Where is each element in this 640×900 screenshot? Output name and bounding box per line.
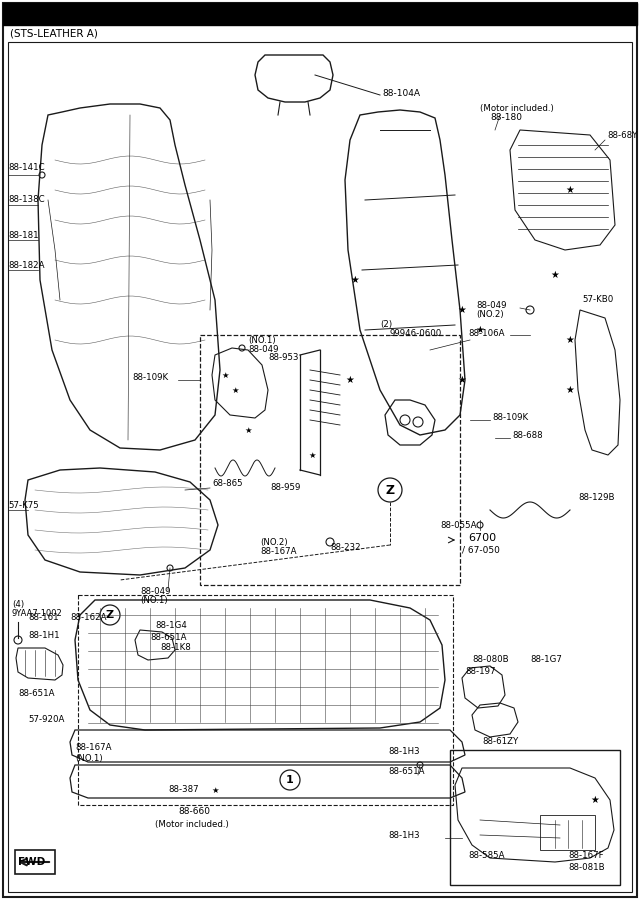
Text: 57-KB0: 57-KB0 [582,295,613,304]
Text: ★: ★ [476,325,484,335]
Text: 88-1G7: 88-1G7 [530,655,562,664]
Text: ★: ★ [566,335,574,345]
Text: (Motor included.): (Motor included.) [480,104,554,112]
Text: 57-920A: 57-920A [28,716,65,724]
Text: ★: ★ [211,786,219,795]
Text: 88-959: 88-959 [270,483,300,492]
Text: (2): (2) [380,320,392,328]
Text: DRIVER SIDE: DRIVER SIDE [10,7,109,21]
Text: 88-081B: 88-081B [568,863,605,872]
Text: 88-141C: 88-141C [8,164,45,173]
Text: 88-167F: 88-167F [568,850,604,860]
Text: 88-167A: 88-167A [260,547,296,556]
Bar [78,595,453,805]
Text: ★: ★ [566,185,574,195]
Text: 88-1K8: 88-1K8 [160,644,191,652]
Text: 88-106A: 88-106A [468,328,504,338]
Text: 88-181: 88-181 [8,231,38,240]
Text: 88-162A: 88-162A [70,614,106,623]
Text: 88-1H3: 88-1H3 [388,831,420,840]
Text: ★: ★ [308,451,316,460]
Text: 88-109K: 88-109K [132,374,168,382]
Text: 88-182A: 88-182A [8,262,45,271]
Text: 6700: 6700 [468,533,496,543]
Text: ★: ★ [591,795,600,805]
Text: 88-660: 88-660 [178,807,210,816]
Text: 88-232: 88-232 [330,544,360,553]
Text: 88-1H3: 88-1H3 [388,748,420,757]
Text: / 67-050: / 67-050 [462,545,500,554]
Text: ★: ★ [458,305,467,315]
Text: 88-055A: 88-055A [440,520,477,529]
Text: 88-197: 88-197 [465,668,495,677]
Text: (NO.2): (NO.2) [476,310,504,319]
Text: 88-049: 88-049 [140,588,170,597]
Text: 88-167A: 88-167A [75,743,111,752]
Text: 9YAA7-1002: 9YAA7-1002 [12,609,63,618]
Text: 88-161: 88-161 [28,614,59,623]
Text: FWD: FWD [18,857,45,867]
Text: 88-104A: 88-104A [382,88,420,97]
Bar [15,850,55,874]
Text: Z: Z [106,610,114,620]
Bar [200,335,460,585]
Text: (4): (4) [12,599,24,608]
Text: Z: Z [385,483,395,497]
Text: 88-61ZY: 88-61ZY [482,737,518,746]
Text: 88-049: 88-049 [248,346,278,355]
Text: 88-688: 88-688 [512,430,543,439]
Text: ★: ★ [108,7,119,21]
Text: ★: ★ [550,270,559,280]
Text: ★: ★ [566,385,574,395]
Text: (NO.1): (NO.1) [140,597,168,606]
Text: ★: ★ [351,275,360,285]
Text: 88-080B: 88-080B [472,655,509,664]
Text: 57-K75: 57-K75 [8,500,39,509]
Text: 88-1G4: 88-1G4 [155,620,187,629]
Bar [540,815,595,850]
Text: 88-049: 88-049 [476,301,506,310]
Text: (STS-LEATHER A): (STS-LEATHER A) [10,29,98,39]
Text: 88-1H1: 88-1H1 [28,631,60,640]
Bar [3,3,637,25]
Text: 99946-0600: 99946-0600 [390,329,442,338]
Text: 88-651A: 88-651A [18,689,54,698]
Text: 88-109K: 88-109K [492,413,528,422]
Bar [450,750,620,885]
Text: 88-68Y: 88-68Y [607,130,637,140]
Text: ★: ★ [231,385,239,394]
Text: (NO.1): (NO.1) [75,753,102,762]
Text: 88-138C: 88-138C [8,195,45,204]
Text: 88-651A: 88-651A [388,768,424,777]
Text: 88-585A: 88-585A [468,850,504,860]
Text: ★: ★ [244,426,252,435]
Text: 68-865: 68-865 [212,480,243,489]
Text: ★: ★ [346,375,355,385]
Text: ★: ★ [458,375,467,385]
Text: ★: ★ [221,371,228,380]
Text: 88-953: 88-953 [268,354,298,363]
Text: 88-129B: 88-129B [578,493,614,502]
Text: (NO.1): (NO.1) [248,336,276,345]
Text: 88-180: 88-180 [490,113,522,122]
Text: 1: 1 [286,775,294,785]
Text: 88-651A: 88-651A [150,633,186,642]
Text: 88-387: 88-387 [168,786,198,795]
Text: (NO.2): (NO.2) [260,537,287,546]
Text: 57-150: 57-150 [430,7,474,21]
Text: This part is not serviced.: This part is not serviced. [120,9,241,19]
Text: (Motor included.): (Motor included.) [155,820,228,829]
